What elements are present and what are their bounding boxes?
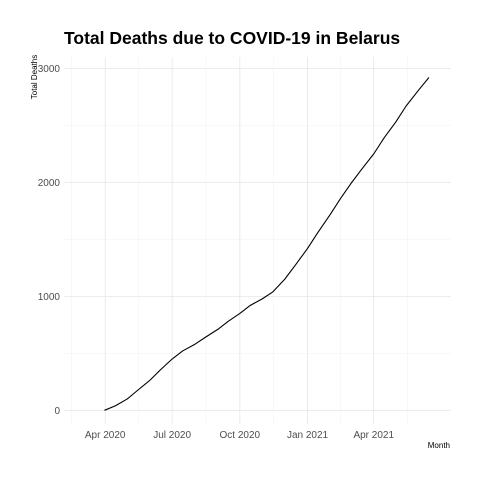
x-tick-label: Jul 2020 (153, 430, 191, 441)
y-tick-label: 2000 (38, 178, 61, 189)
series-lines (104, 77, 430, 411)
chart-title: Total Deaths due to COVID-19 in Belarus (64, 28, 400, 48)
x-tick-label: Jan 2021 (287, 430, 329, 441)
x-axis-title: Month (428, 441, 450, 450)
x-tick-label: Oct 2020 (220, 430, 261, 441)
y-axis-title: Total Deaths (30, 55, 39, 99)
tick-labels: 0 1000 2000 3000 Apr 2020 Jul 2020 Oct 2020 Jan… (38, 64, 395, 441)
y-tick-label: 3000 (38, 64, 61, 75)
gridlines (64, 57, 451, 424)
y-tick-label: 1000 (38, 292, 61, 303)
series-line (104, 77, 430, 411)
x-tick-label: Apr 2021 (353, 430, 394, 441)
x-tick-label: Apr 2020 (85, 430, 126, 441)
y-tick-label: 0 (54, 406, 60, 417)
